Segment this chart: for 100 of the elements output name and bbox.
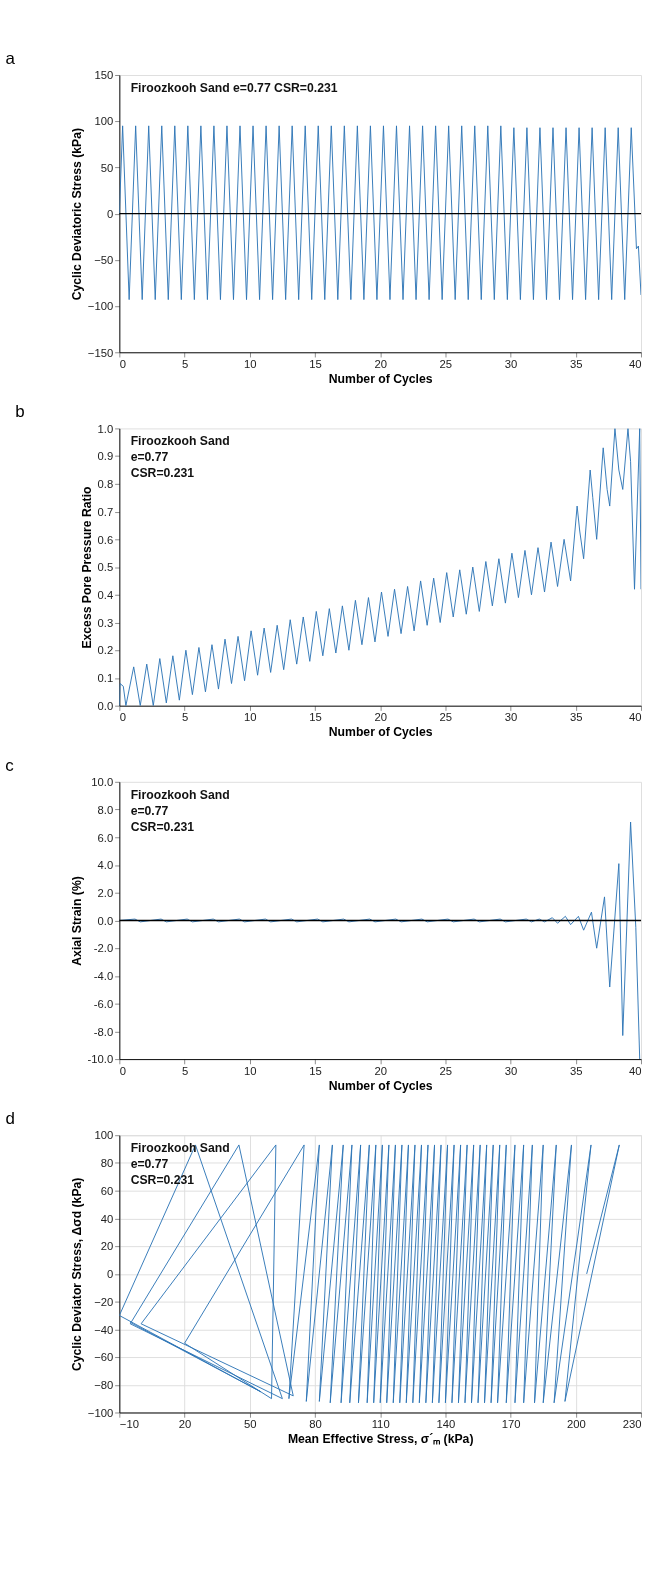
y-tick-label: −50 [94, 254, 114, 267]
y-tick-label: 2.0 [97, 886, 114, 899]
y-tick-label: −60 [94, 1351, 114, 1364]
x-tick-label: 110 [371, 1418, 390, 1431]
y-tick-label: 0.5 [97, 561, 114, 574]
y-tick-label: 0.8 [97, 478, 114, 491]
x-tick-label: 25 [439, 357, 453, 370]
line-series [119, 125, 642, 301]
y-tick-label: −100 [87, 1406, 114, 1419]
x-tick-label: 25 [439, 711, 453, 724]
x-tick-label: 30 [504, 711, 518, 724]
x-tick-label: 15 [309, 711, 322, 724]
y-tick-label: −40 [94, 1323, 114, 1336]
x-tick-label: 20 [374, 711, 387, 724]
chart-title: b [15, 402, 25, 422]
x-tick-label: 0 [119, 357, 127, 370]
y-tick-label: 150 [94, 69, 114, 82]
x-tick-label: 30 [504, 357, 518, 370]
x-tick-label: 5 [181, 1064, 189, 1077]
y-axis-title: Cyclic Deviatoric Stress (kPa) [70, 127, 85, 301]
y-tick-label: 4.0 [97, 859, 114, 872]
y-tick-label: 0.0 [97, 914, 114, 927]
y-tick-label: 0.1 [97, 672, 114, 685]
y-tick-label: 1.0 [97, 422, 114, 435]
x-tick-label: 5 [181, 711, 189, 724]
y-tick-label: 0.7 [97, 505, 114, 518]
x-tick-label: 0 [119, 1064, 127, 1077]
chart-title: a [5, 48, 16, 68]
x-tick-label: 35 [570, 711, 583, 724]
x-tick-label: 20 [178, 1418, 192, 1431]
y-tick-label: −150 [87, 346, 114, 359]
annotation: Firoozkooh Sand e=0.77 CSR=0.231 [130, 80, 338, 95]
y-tick-label: −100 [87, 300, 114, 313]
chart-title: d [5, 1108, 16, 1128]
x-tick-label: −10 [119, 1418, 139, 1431]
annotation: e=0.77 [130, 450, 169, 465]
chart-title: c [5, 755, 14, 775]
x-tick-label: 40 [628, 711, 642, 724]
line-series [119, 1144, 620, 1404]
x-tick-label: 80 [309, 1418, 322, 1431]
annotation: CSR=0.231 [130, 819, 195, 834]
y-tick-label: 0 [106, 1268, 114, 1281]
y-tick-label: 8.0 [97, 803, 114, 816]
annotation: e=0.77 [130, 803, 169, 818]
x-tick-label: 35 [570, 1064, 583, 1077]
y-tick-label: 6.0 [97, 831, 114, 844]
y-tick-label: -6.0 [93, 997, 114, 1010]
y-tick-label: 50 [100, 161, 114, 174]
y-tick-label: 0 [106, 207, 114, 220]
x-tick-label: 5 [181, 357, 189, 370]
x-tick-label: 30 [504, 1064, 518, 1077]
x-tick-label: 10 [243, 711, 257, 724]
y-tick-label: −20 [94, 1295, 114, 1308]
x-tick-label: 35 [570, 357, 583, 370]
x-tick-label: 40 [628, 1064, 642, 1077]
y-tick-label: 40 [100, 1212, 114, 1225]
y-tick-label: 80 [100, 1157, 114, 1170]
x-tick-label: 25 [439, 1064, 453, 1077]
x-axis-title: Number of Cycles [328, 371, 433, 386]
y-tick-label: 100 [94, 115, 114, 128]
x-tick-label: 200 [566, 1418, 586, 1431]
annotation: Firoozkooh Sand [130, 1141, 230, 1156]
y-tick-label: 20 [100, 1240, 114, 1253]
y-tick-label: 0.9 [97, 450, 114, 463]
y-tick-label: -4.0 [93, 970, 114, 983]
x-axis-title: Mean Effective Stress, σ´ₘ (kPa) [287, 1432, 474, 1447]
x-tick-label: 170 [501, 1418, 521, 1431]
x-tick-label: 15 [309, 357, 322, 370]
x-tick-label: 0 [119, 711, 127, 724]
x-tick-label: 15 [309, 1064, 322, 1077]
y-axis-title: Cyclic Deviator Stress, Δσd (kPa) [70, 1177, 85, 1372]
x-tick-label: 50 [243, 1418, 257, 1431]
y-axis-title: Excess Pore Pressure Ratio [80, 486, 94, 649]
y-tick-label: 100 [94, 1129, 114, 1142]
x-tick-label: 140 [436, 1418, 456, 1431]
y-tick-label: 0.2 [97, 644, 114, 657]
y-tick-label: 10.0 [91, 776, 114, 789]
y-tick-label: 60 [100, 1184, 114, 1197]
x-tick-label: 10 [243, 1064, 257, 1077]
x-tick-label: 40 [628, 357, 642, 370]
annotation: Firoozkooh Sand [130, 787, 230, 802]
line-series [119, 428, 642, 706]
x-tick-label: 230 [622, 1418, 642, 1431]
x-axis-title: Number of Cycles [328, 725, 433, 740]
y-tick-label: 0.4 [97, 589, 114, 602]
x-axis-title: Number of Cycles [328, 1078, 433, 1093]
y-tick-label: 0.0 [97, 699, 114, 712]
annotation: e=0.77 [130, 1157, 169, 1172]
y-tick-label: 0.3 [97, 616, 114, 629]
y-tick-label: −80 [94, 1379, 114, 1392]
y-tick-label: -2.0 [93, 942, 114, 955]
y-axis-title: Axial Strain (%) [69, 876, 84, 966]
annotation: Firoozkooh Sand [130, 434, 230, 449]
x-tick-label: 20 [374, 1064, 387, 1077]
annotation: CSR=0.231 [130, 1173, 195, 1188]
y-tick-label: -8.0 [93, 1025, 114, 1038]
y-tick-label: 0.6 [97, 533, 114, 546]
y-tick-label: -10.0 [87, 1053, 114, 1066]
annotation: CSR=0.231 [130, 466, 195, 481]
x-tick-label: 10 [243, 357, 257, 370]
